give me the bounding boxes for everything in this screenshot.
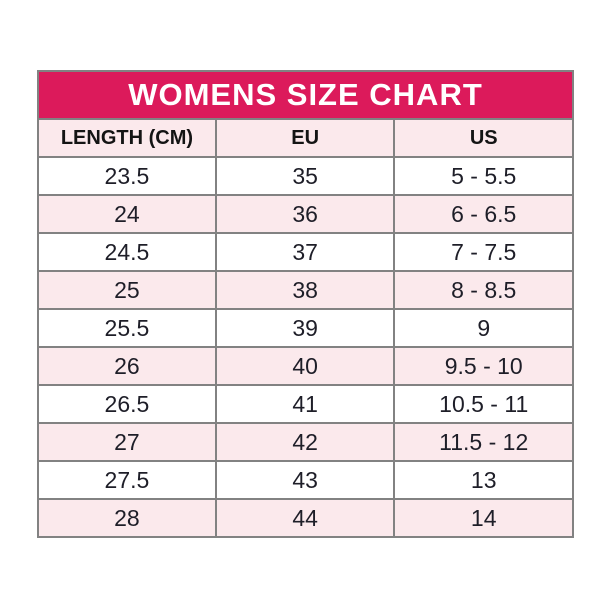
cell-us: 9.5 - 10	[393, 348, 572, 384]
column-header-eu: EU	[214, 120, 394, 156]
cell-length: 25	[39, 272, 215, 308]
cell-length: 28	[39, 500, 215, 536]
table-row: 25 38 8 - 8.5	[39, 270, 572, 308]
cell-eu: 39	[214, 310, 394, 346]
cell-length: 27	[39, 424, 215, 460]
table-row: 24.5 37 7 - 7.5	[39, 232, 572, 270]
cell-eu: 38	[214, 272, 394, 308]
cell-length: 26	[39, 348, 215, 384]
cell-length: 24.5	[39, 234, 215, 270]
cell-eu: 44	[214, 500, 394, 536]
cell-us: 7 - 7.5	[393, 234, 572, 270]
cell-us: 6 - 6.5	[393, 196, 572, 232]
cell-us: 10.5 - 11	[393, 386, 572, 422]
cell-length: 27.5	[39, 462, 215, 498]
table-row: 27 42 11.5 - 12	[39, 422, 572, 460]
table-row: 23.5 35 5 - 5.5	[39, 156, 572, 194]
table-title: WOMENS SIZE CHART	[39, 72, 572, 118]
cell-length: 24	[39, 196, 215, 232]
cell-us: 13	[393, 462, 572, 498]
cell-eu: 43	[214, 462, 394, 498]
header-row: LENGTH (CM) EU US	[39, 118, 572, 156]
column-header-us: US	[393, 120, 572, 156]
cell-eu: 36	[214, 196, 394, 232]
table-row: 24 36 6 - 6.5	[39, 194, 572, 232]
table-row: 27.5 43 13	[39, 460, 572, 498]
cell-us: 14	[393, 500, 572, 536]
column-header-length-cm: LENGTH (CM)	[39, 120, 215, 156]
cell-length: 25.5	[39, 310, 215, 346]
size-chart-table: WOMENS SIZE CHART LENGTH (CM) EU US 23.5…	[37, 70, 574, 538]
cell-us: 5 - 5.5	[393, 158, 572, 194]
cell-us: 8 - 8.5	[393, 272, 572, 308]
table-row: 25.5 39 9	[39, 308, 572, 346]
cell-eu: 35	[214, 158, 394, 194]
cell-eu: 42	[214, 424, 394, 460]
cell-length: 26.5	[39, 386, 215, 422]
cell-eu: 40	[214, 348, 394, 384]
cell-length: 23.5	[39, 158, 215, 194]
table-row: 26 40 9.5 - 10	[39, 346, 572, 384]
table-row: 26.5 41 10.5 - 11	[39, 384, 572, 422]
cell-us: 11.5 - 12	[393, 424, 572, 460]
cell-us: 9	[393, 310, 572, 346]
cell-eu: 41	[214, 386, 394, 422]
cell-eu: 37	[214, 234, 394, 270]
table-row: 28 44 14	[39, 498, 572, 536]
